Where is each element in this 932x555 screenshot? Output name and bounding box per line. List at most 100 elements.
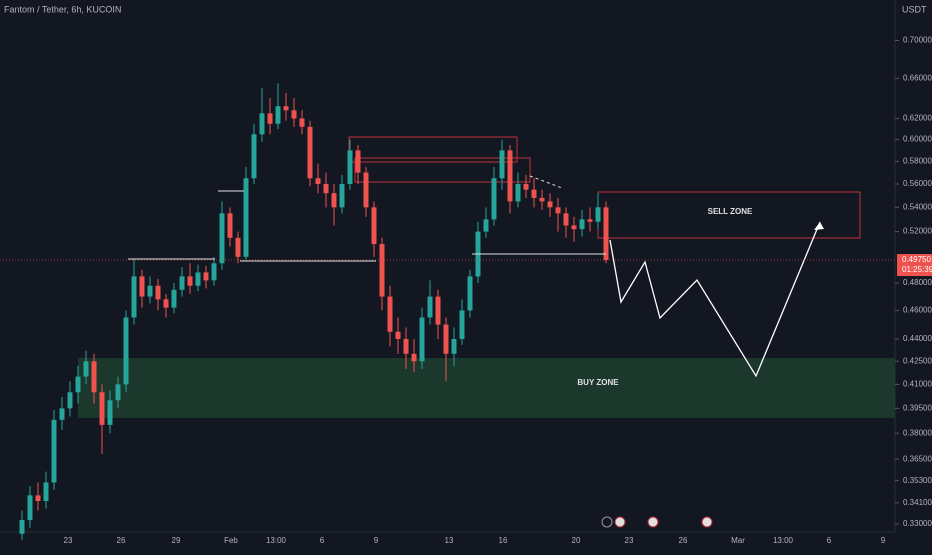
candle-body [211,263,217,281]
event-icon [601,516,613,528]
candle-body [155,285,161,300]
y-tick-label: 0.60000 [903,135,932,144]
candle-body [267,113,273,124]
resistance-box [348,136,518,163]
candle-body [531,189,537,198]
x-tick-label: 23 [625,536,634,545]
candle-body [523,183,529,190]
candle-body [435,296,441,325]
candle-body [451,339,457,354]
y-tick-label: 0.36500 [903,454,932,463]
axis-unit: USDT [902,4,927,14]
candle-body [227,213,233,238]
candle-body [195,272,201,286]
candle-body [515,183,521,202]
candle-body [107,400,113,425]
candle-body [371,207,377,245]
candle-body [51,419,57,483]
candle-body [171,289,177,308]
candle-body [395,331,401,340]
candle-body [379,244,385,297]
candle-body [251,134,257,179]
candle-body [115,384,121,401]
candle-body [595,207,601,222]
projection-path [609,221,821,378]
candle-body [355,150,361,173]
candle-body [331,193,337,208]
candle-body [443,324,449,354]
candle-body [403,339,409,354]
y-tick-label: 0.58000 [903,157,932,166]
candle-body [467,276,473,311]
chart-title: Fantom / Tether, 6h, KUCOIN [4,4,121,14]
candle-body [19,520,25,534]
x-tick-label: 26 [117,536,126,545]
candle-body [43,482,49,501]
candle-body [219,213,225,264]
candle-body [547,201,553,208]
y-tick-label: 0.38000 [903,428,932,437]
x-tick-label: 6 [320,536,325,545]
candle-body [275,106,281,124]
y-tick-label: 0.44000 [903,334,932,343]
candles [19,83,609,540]
y-tick-label: 0.54000 [903,202,932,211]
countdown: 01:25:39 [902,265,932,274]
x-tick-label: 13 [445,536,454,545]
arrow-head [814,222,824,230]
y-tick-label: 0.52000 [903,227,932,236]
candle-body [499,150,505,179]
event-icon [647,516,659,528]
y-tick-label: 0.46000 [903,306,932,315]
x-tick-label: 20 [572,536,581,545]
candle-body [603,207,609,261]
x-tick-label: 6 [827,536,832,545]
candle-body [539,197,545,202]
candle-body [27,495,33,521]
x-tick-label: 9 [374,536,379,545]
candle-body [387,296,393,332]
x-tick-label: Feb [224,536,238,545]
y-tick-label: 0.56000 [903,179,932,188]
candle-body [187,276,193,286]
x-tick-label: 13:00 [773,536,794,545]
y-tick-label: 0.34100 [903,498,932,507]
y-tick-label: 0.42500 [903,356,932,365]
buy-zone [78,358,895,418]
candle-body [291,110,297,119]
candle-body [235,237,241,257]
candle-body [347,150,353,184]
candle-body [91,361,97,393]
annotation: BUY ZONE [577,378,619,387]
annotation: SELL ZONE [708,207,753,216]
candle-body [339,183,345,208]
candle-body [83,361,89,377]
candle-body [35,495,41,501]
candle-body [507,150,513,202]
candle-body [163,299,169,308]
candle-body [203,272,209,281]
last-price-tag [897,254,932,277]
candle-body [299,118,305,127]
candle-body [563,213,569,226]
last-price-label: 0.49750 [902,255,931,264]
x-tick-label: 9 [881,536,886,545]
candle-body [411,353,417,362]
candle-body [139,276,145,297]
candle-body [579,219,585,230]
x-tick-label: Mar [731,536,745,545]
y-tick-label: 0.70000 [903,36,932,45]
candle-body [283,106,289,111]
drawings [128,175,824,528]
candle-body [75,376,81,393]
candle-body [587,219,593,222]
x-tick-label: 26 [679,536,688,545]
candle-body [307,126,313,179]
event-icon [701,516,713,528]
candle-body [123,317,129,385]
y-tick-label: 0.39500 [903,403,932,412]
candle-body [323,183,329,194]
candle-body [131,276,137,318]
